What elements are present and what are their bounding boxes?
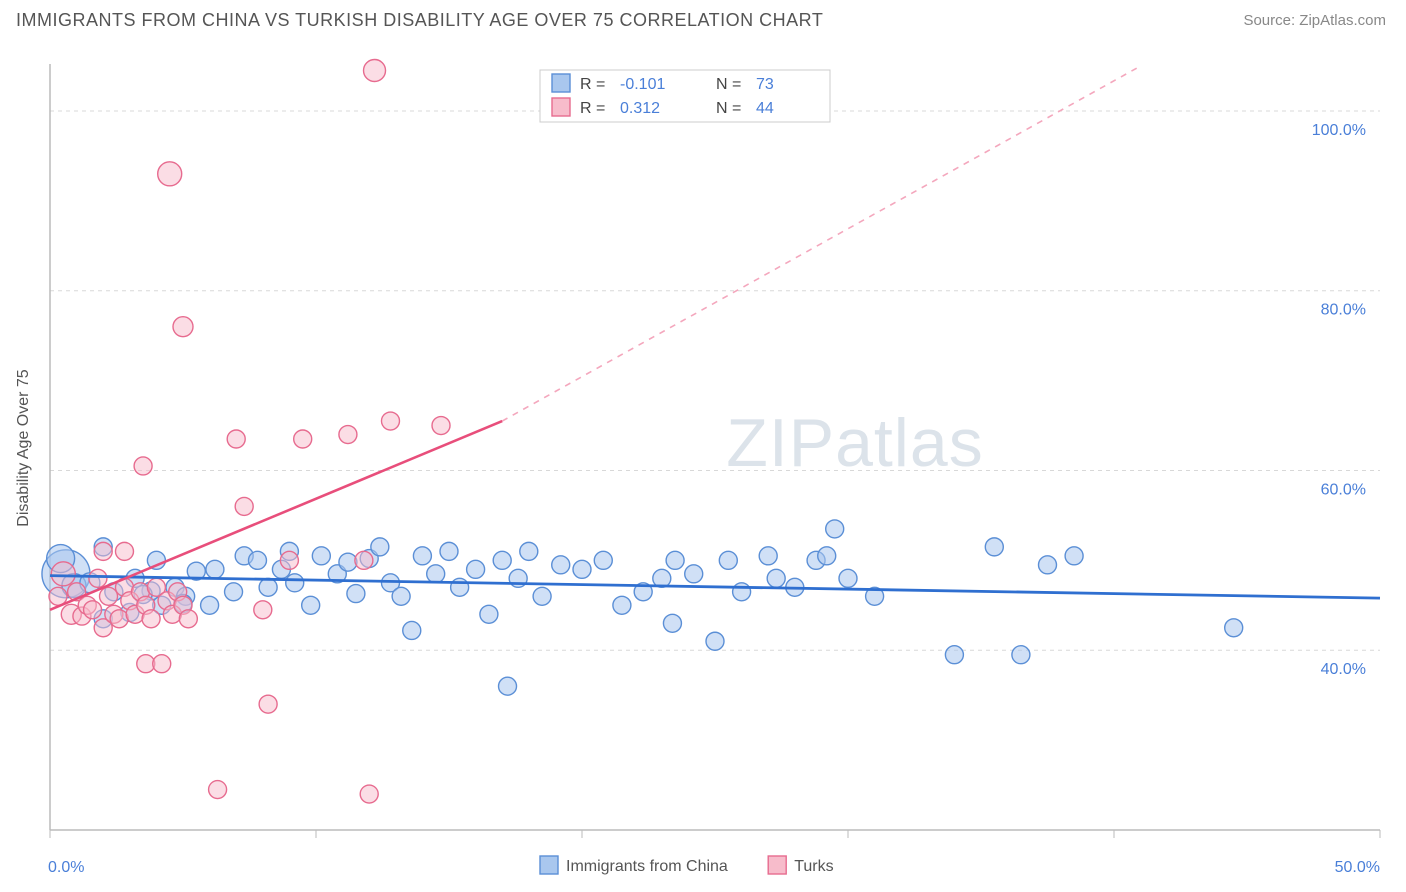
scatter-chart: 40.0% 60.0% 80.0% 100.0% ZIPatlas 0.0% 50.0% Di… bbox=[0, 40, 1406, 892]
legend-r-label: R = bbox=[580, 100, 605, 117]
data-point bbox=[1039, 556, 1057, 574]
bottom-legend-swatch bbox=[540, 856, 558, 874]
data-point bbox=[467, 560, 485, 578]
data-point bbox=[259, 695, 277, 713]
data-point bbox=[440, 542, 458, 560]
data-point bbox=[225, 583, 243, 601]
data-point bbox=[533, 587, 551, 605]
legend-n-value: 44 bbox=[756, 100, 774, 117]
data-point bbox=[227, 430, 245, 448]
data-point bbox=[110, 610, 128, 628]
data-point bbox=[685, 565, 703, 583]
data-point bbox=[347, 585, 365, 603]
data-point bbox=[206, 560, 224, 578]
data-point bbox=[94, 542, 112, 560]
data-point bbox=[733, 583, 751, 601]
data-point bbox=[142, 610, 160, 628]
data-point bbox=[89, 569, 107, 587]
data-point bbox=[413, 547, 431, 565]
data-point bbox=[493, 551, 511, 569]
data-point bbox=[364, 59, 386, 81]
data-point bbox=[451, 578, 469, 596]
data-point bbox=[594, 551, 612, 569]
data-point bbox=[302, 596, 320, 614]
legend-n-label: N = bbox=[716, 100, 741, 117]
data-point bbox=[759, 547, 777, 565]
data-point bbox=[663, 614, 681, 632]
data-point bbox=[201, 596, 219, 614]
data-point bbox=[115, 542, 133, 560]
legend-r-label: R = bbox=[580, 76, 605, 93]
data-point bbox=[51, 562, 75, 586]
data-point bbox=[339, 553, 357, 571]
data-point bbox=[153, 655, 171, 673]
y-tick-label: 80.0% bbox=[1321, 302, 1366, 319]
legend-n-label: N = bbox=[716, 76, 741, 93]
data-point bbox=[259, 578, 277, 596]
data-point bbox=[706, 632, 724, 650]
data-point bbox=[839, 569, 857, 587]
y-tick-label: 60.0% bbox=[1321, 481, 1366, 498]
y-tick-label: 100.0% bbox=[1312, 122, 1366, 139]
legend-swatch bbox=[552, 74, 570, 92]
data-point bbox=[179, 610, 197, 628]
data-point bbox=[719, 551, 737, 569]
data-point bbox=[480, 605, 498, 623]
data-point bbox=[312, 547, 330, 565]
bottom-legend-label: Immigrants from China bbox=[566, 858, 728, 875]
data-point bbox=[573, 560, 591, 578]
data-point bbox=[403, 621, 421, 639]
data-point bbox=[84, 601, 102, 619]
data-point bbox=[360, 785, 378, 803]
legend-swatch bbox=[552, 98, 570, 116]
x-tick-label: 50.0% bbox=[1335, 859, 1380, 876]
data-point bbox=[826, 520, 844, 538]
data-point bbox=[392, 587, 410, 605]
data-point bbox=[499, 677, 517, 695]
bottom-legend-label: Turks bbox=[794, 858, 833, 875]
trend-line bbox=[50, 576, 1380, 598]
data-point bbox=[1012, 646, 1030, 664]
data-point bbox=[286, 574, 304, 592]
data-point bbox=[432, 417, 450, 435]
y-axis-label: Disability Age Over 75 bbox=[15, 369, 32, 527]
chart-area: 40.0% 60.0% 80.0% 100.0% ZIPatlas 0.0% 50.0% Di… bbox=[0, 40, 1406, 892]
data-point bbox=[666, 551, 684, 569]
data-point bbox=[1065, 547, 1083, 565]
data-point bbox=[100, 587, 118, 605]
data-point bbox=[158, 162, 182, 186]
data-point bbox=[209, 781, 227, 799]
legend-r-value: -0.101 bbox=[620, 76, 665, 93]
watermark: ZIPatlas bbox=[726, 405, 983, 481]
data-point bbox=[355, 551, 373, 569]
data-point bbox=[1225, 619, 1243, 637]
x-tick-label: 0.0% bbox=[48, 859, 84, 876]
data-point bbox=[818, 547, 836, 565]
data-point bbox=[294, 430, 312, 448]
data-point bbox=[254, 601, 272, 619]
data-point bbox=[381, 412, 399, 430]
data-point bbox=[520, 542, 538, 560]
data-point bbox=[134, 457, 152, 475]
data-point bbox=[235, 497, 253, 515]
data-point bbox=[552, 556, 570, 574]
bottom-legend-swatch bbox=[768, 856, 786, 874]
data-point bbox=[427, 565, 445, 583]
data-point bbox=[767, 569, 785, 587]
chart-title: IMMIGRANTS FROM CHINA VS TURKISH DISABIL… bbox=[16, 10, 823, 31]
chart-source: Source: ZipAtlas.com bbox=[1243, 12, 1386, 29]
data-point bbox=[280, 551, 298, 569]
data-point bbox=[945, 646, 963, 664]
data-point bbox=[173, 317, 193, 337]
data-point bbox=[613, 596, 631, 614]
data-point bbox=[339, 426, 357, 444]
data-point bbox=[371, 538, 389, 556]
y-tick-label: 40.0% bbox=[1321, 661, 1366, 678]
legend-r-value: 0.312 bbox=[620, 100, 660, 117]
data-point bbox=[248, 551, 266, 569]
legend-n-value: 73 bbox=[756, 76, 774, 93]
data-point bbox=[985, 538, 1003, 556]
